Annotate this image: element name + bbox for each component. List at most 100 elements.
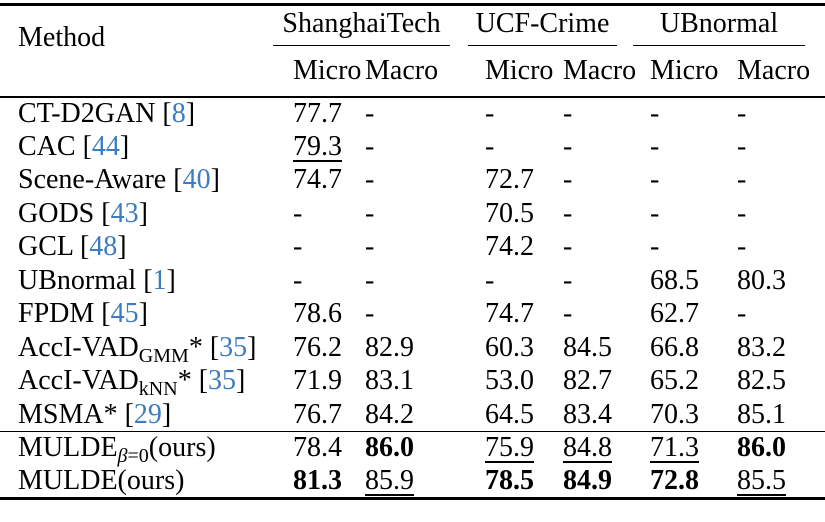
value-cell: - xyxy=(365,264,485,298)
col-header-ub-micro: Micro xyxy=(650,45,737,98)
method-name: Scene-Aware xyxy=(18,164,167,196)
citation-number[interactable]: 1 xyxy=(152,264,167,296)
value-cell: 82.9 xyxy=(365,331,485,365)
cell-value: 66.8 xyxy=(650,331,699,363)
cell-value: 77.7 xyxy=(293,97,342,129)
group-header-row: Method ShanghaiTech UCF-Crime UBnormal xyxy=(0,4,825,98)
value-cell: 71.3 xyxy=(650,431,737,465)
value-cell: - xyxy=(293,231,365,265)
subscript-char: β xyxy=(117,445,128,468)
value-cell: - xyxy=(365,130,485,164)
method-suffix: * xyxy=(188,331,203,363)
citation-number[interactable]: 45 xyxy=(110,298,139,330)
value-cell: - xyxy=(737,130,825,164)
value-cell: - xyxy=(650,231,737,265)
citation-link[interactable]: [45] xyxy=(94,298,148,330)
cell-value: - xyxy=(737,298,747,330)
value-cell: 85.9 xyxy=(365,465,485,499)
method-subscript: GMM xyxy=(139,345,189,367)
citation-link[interactable]: [40] xyxy=(166,164,220,196)
subscript-char: 0 xyxy=(138,445,149,468)
citation-number[interactable]: 35 xyxy=(219,331,248,363)
table-row: GCL [48] - -74.2- - - xyxy=(0,231,825,265)
citation-link[interactable]: [48] xyxy=(72,231,127,263)
method-name: FPDM xyxy=(18,298,95,330)
method-name: GCL xyxy=(18,231,73,263)
cell-value: - xyxy=(365,264,375,296)
method-subscript: β=0 xyxy=(118,445,149,467)
cell-value: - xyxy=(293,264,303,296)
citation-number[interactable]: 35 xyxy=(208,365,237,397)
citation-number[interactable]: 44 xyxy=(91,130,120,162)
citation-link[interactable]: [44] xyxy=(75,130,130,162)
value-cell: - xyxy=(563,231,650,265)
value-cell: 74.7 xyxy=(293,164,365,198)
cell-value: 64.5 xyxy=(485,398,534,430)
value-cell: - xyxy=(737,231,825,265)
value-cell: - xyxy=(563,130,650,164)
citation-number[interactable]: 29 xyxy=(133,398,162,430)
cell-value: 71.3 xyxy=(650,432,699,464)
method-subscript: kNN xyxy=(139,378,178,400)
cell-value: - xyxy=(365,164,375,196)
value-cell: 84.8 xyxy=(563,431,650,465)
subscript-char: = xyxy=(127,445,139,468)
table-row: AccI-VADGMM* [35] 76.2 82.9 60.3 84.5 66.8 83.… xyxy=(0,331,825,367)
value-cell: 60.3 xyxy=(485,331,563,365)
value-cell: 70.3 xyxy=(650,398,737,432)
citation-number[interactable]: 40 xyxy=(182,164,211,196)
cell-value: 65.2 xyxy=(650,365,699,397)
value-cell: 76.7 xyxy=(293,398,365,432)
method-suffix: * xyxy=(103,398,118,430)
cell-value: 83.4 xyxy=(563,398,612,430)
cell-value: 80.3 xyxy=(737,264,786,296)
cell-value: - xyxy=(650,231,660,263)
table-row: FPDM [45] 78.6-74.7-62.7- xyxy=(0,298,825,332)
method-name: MULDE xyxy=(18,464,118,496)
cell-value: 74.7 xyxy=(485,298,534,330)
citation-number[interactable]: 8 xyxy=(171,97,186,129)
citation-link[interactable]: [35] xyxy=(191,365,246,397)
value-cell: 78.4 xyxy=(293,431,365,465)
cell-value: - xyxy=(737,97,747,129)
subscript-char: M xyxy=(171,344,189,367)
citation-link[interactable]: [1] xyxy=(136,264,176,296)
method-cell: MSMA* [29] xyxy=(0,398,293,432)
cell-value: 81.3 xyxy=(293,464,342,496)
value-cell: 80.3 xyxy=(737,264,825,298)
citation-link[interactable]: [29] xyxy=(117,398,172,430)
table-row: GODS [43] - -70.5- - - xyxy=(0,197,825,231)
table-row: AccI-VADkNN* [35] 71.9 83.1 53.0 82.7 65.2 82.… xyxy=(0,365,825,399)
cell-value: 72.7 xyxy=(485,164,534,196)
method-cell: CT-D2GAN [8] xyxy=(0,97,293,131)
value-cell: - xyxy=(365,164,485,198)
citation-number[interactable]: 48 xyxy=(89,231,118,263)
value-cell: 72.7 xyxy=(485,164,563,198)
method-suffix: * xyxy=(177,365,192,397)
group-header-ubnormal: UBnormal xyxy=(633,5,825,46)
cell-value: - xyxy=(650,130,660,162)
citation-number[interactable]: 43 xyxy=(110,197,139,229)
cell-value: 83.2 xyxy=(737,331,786,363)
citation-link[interactable]: [43] xyxy=(94,197,148,229)
col-header-ucf-micro: Micro xyxy=(485,45,563,98)
cell-value: - xyxy=(563,130,573,162)
group-label: UCF-Crime xyxy=(468,8,617,46)
citation-link[interactable]: [35] xyxy=(202,331,257,363)
group-header-shanghaitech: ShanghaiTech xyxy=(273,5,485,46)
cell-value: 82.5 xyxy=(737,365,786,397)
value-cell: 76.2 xyxy=(293,331,365,365)
citation-link[interactable]: [8] xyxy=(155,97,196,129)
cell-value: 75.9 xyxy=(485,432,534,464)
table-row: MULDEβ=0(ours) 78.4 86.0 75.9 84.8 71.3 86.0 xyxy=(0,431,825,467)
cell-value: 68.5 xyxy=(650,264,699,296)
value-cell: 72.8 xyxy=(650,465,737,499)
results-table: Method ShanghaiTech UCF-Crime UBnormal M… xyxy=(0,3,825,500)
table-header: Method ShanghaiTech UCF-Crime UBnormal M… xyxy=(0,4,825,98)
cell-value: - xyxy=(563,197,573,229)
cell-value: - xyxy=(737,130,747,162)
cell-value: - xyxy=(563,164,573,196)
method-name: MSMA xyxy=(18,398,104,430)
value-cell: - xyxy=(365,231,485,265)
value-cell: - xyxy=(650,197,737,231)
